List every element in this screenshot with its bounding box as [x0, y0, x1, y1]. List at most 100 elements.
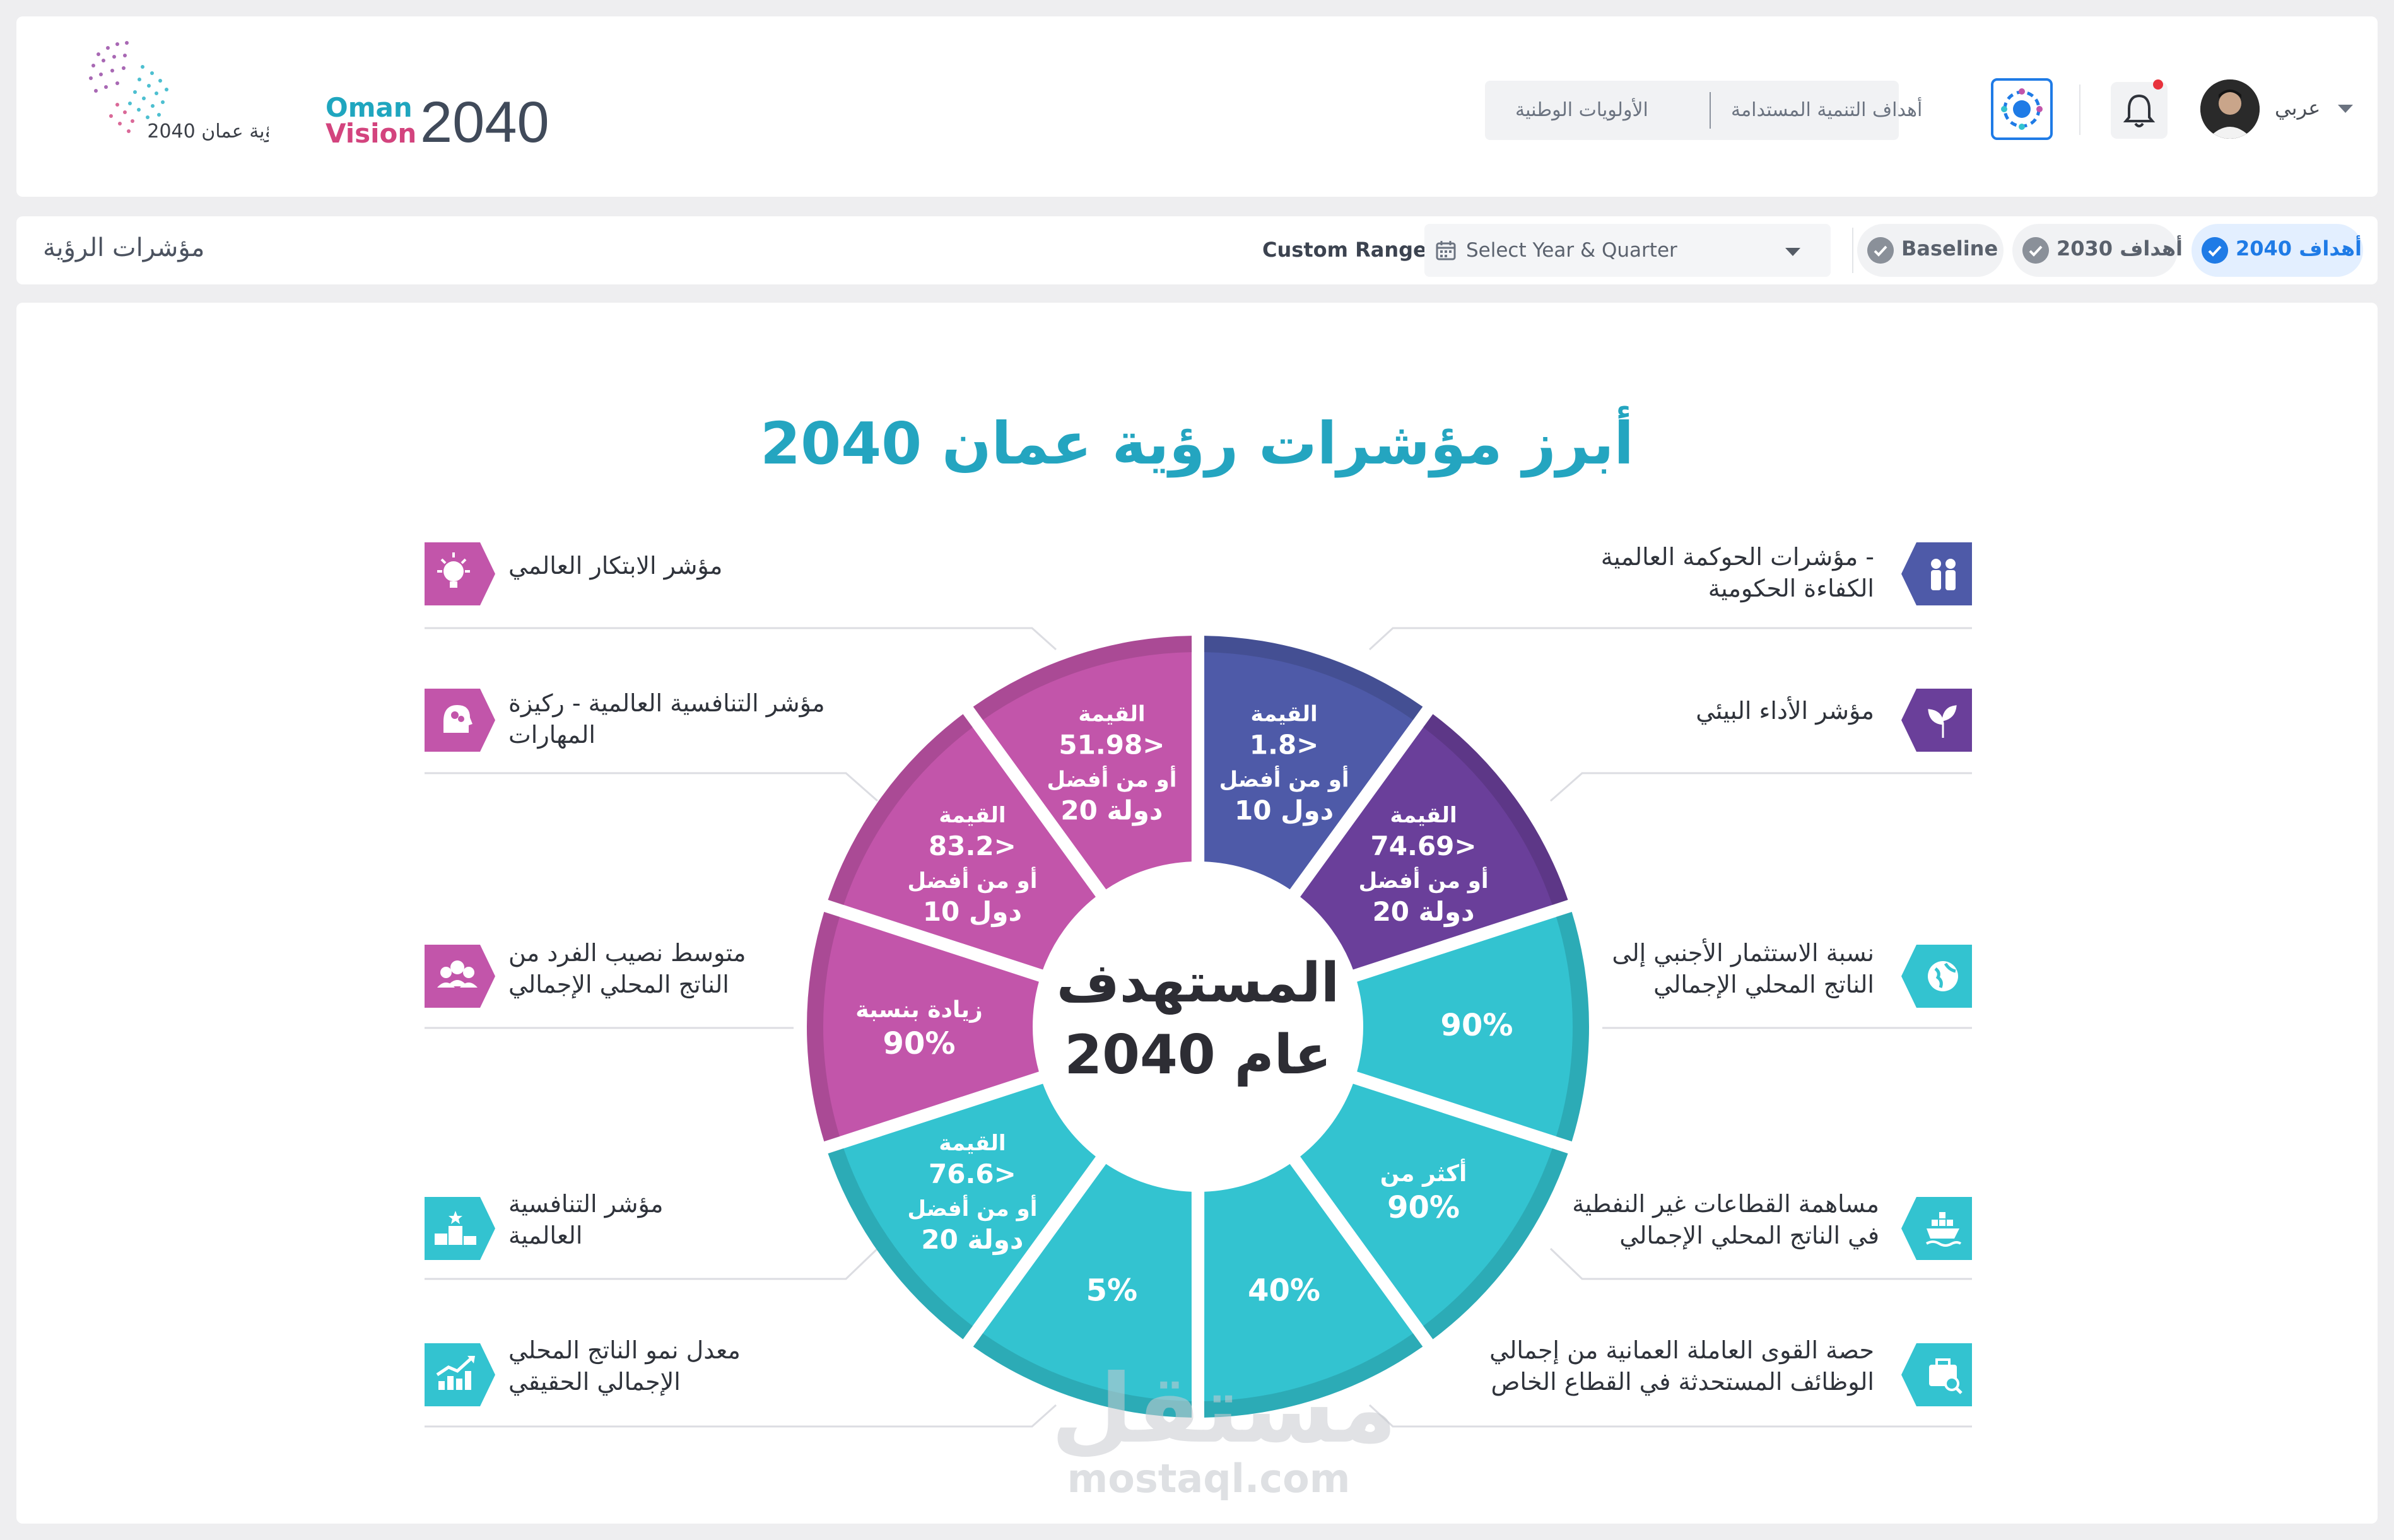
wheel-segment	[973, 1164, 1192, 1418]
briefcase-search-icon	[1901, 1343, 1972, 1406]
settings-button[interactable]	[1991, 78, 2053, 140]
top-header: رؤية عمان 2040 Oman Vision 2040 الأولويا…	[16, 16, 2378, 197]
indicator-environment-label: مؤشر الأداء البيئي	[1696, 697, 1874, 725]
bell-icon	[2123, 94, 2156, 127]
indicator-non-oil-label: مساهمة القطاعات غير النفطية في الناتج الم…	[1572, 1190, 1879, 1249]
wheel-segment-text: 90%	[1387, 1190, 1460, 1225]
wheel-segment-text: 20 دولة	[1060, 795, 1163, 827]
infographic-title: أبرز مؤشرات رؤية عمان 2040	[760, 410, 1634, 477]
pill-baseline[interactable]: Baseline	[1857, 224, 2004, 277]
nav-segment: الأولويات الوطنية أهداف التنمية المستدام…	[1485, 81, 1922, 140]
targets-wheel: القيمة 1.8> أو من أفضل 10 دول القيمة 74.69> أو…	[807, 636, 1589, 1418]
custom-range-label: Custom Range	[1262, 238, 1427, 262]
group-icon	[425, 945, 495, 1008]
indicator-skills-label: مؤشر التنافسية العالمية - ركيزة المهارات	[508, 689, 825, 749]
wheel-segment	[1357, 911, 1589, 1142]
leader-lines	[425, 627, 1972, 1428]
pill-targets-2040[interactable]: أهداف 2040	[2192, 224, 2363, 277]
check-circle-icon	[2022, 237, 2049, 264]
wheel-segment-text: القيمة	[939, 1131, 1006, 1156]
wheel-segment-text: 51.98>	[1059, 730, 1165, 761]
wheel-segment-text: 40%	[1248, 1273, 1320, 1308]
wheel-segment	[1300, 1083, 1568, 1339]
nav-divider	[1710, 92, 1711, 129]
wheel-segment-text: القيمة	[1250, 702, 1317, 727]
brain-head-icon	[425, 689, 495, 752]
indicator-governance-label: مؤشرات الحوكمة العالمية - الكفاءة الحكومي…	[1600, 543, 1874, 602]
target-icon	[2001, 88, 2043, 130]
wheel-segment-text: 90%	[883, 1026, 956, 1061]
center-line1: المستهدف	[1057, 952, 1339, 1015]
wheel-segment	[1204, 1164, 1423, 1418]
wheel-segment-rim	[973, 1333, 1192, 1418]
people-icon	[1901, 542, 1972, 605]
wheel-segment-text: 76.6>	[929, 1158, 1016, 1189]
indicator-innovation-label: مؤشر الابتكار العالمي	[508, 552, 723, 580]
wheel-segment-text: أكثر من	[1380, 1158, 1467, 1187]
lightbulb-icon	[425, 542, 495, 605]
wheel-segment-text: زيادة بنسبة	[855, 997, 982, 1023]
header-separator	[2079, 85, 2080, 135]
oman-vision-logo-icon[interactable]: رؤية عمان 2040	[61, 29, 269, 180]
chevron-down-icon[interactable]	[2338, 105, 2353, 113]
check-circle-icon	[1867, 237, 1894, 264]
wheel-segment-text: 5%	[1086, 1273, 1138, 1308]
brand-oman: Oman	[326, 92, 413, 123]
page-title: مؤشرات الرؤية	[43, 233, 205, 262]
year-quarter-select[interactable]: Select Year & Quarter	[1424, 224, 1831, 277]
user-photo-icon	[2200, 79, 2260, 139]
wheel-segment-text: 90%	[1441, 1008, 1513, 1043]
wheel-segment-rim	[807, 911, 840, 1142]
wheel-segment-text: القيمة	[1390, 803, 1457, 828]
filter-bar: مؤشرات الرؤية Custom Range Select Year &…	[16, 216, 2378, 284]
nav-national-priorities[interactable]: الأولويات الوطنية	[1515, 99, 1648, 121]
wheel-segment-text: 83.2>	[929, 831, 1016, 861]
wheel-segment-text: 20 دولة	[921, 1224, 1023, 1256]
pill-targets-2030[interactable]: أهداف 2030	[2012, 224, 2183, 277]
wheel-segment-text: القيمة	[939, 803, 1006, 828]
notifications-button[interactable]	[2111, 82, 2168, 139]
indicator-omani-workforce-label: حصة القوى العاملة العمانية من إجمالي الوظ…	[1489, 1336, 1874, 1396]
wheel-segment-text: أو من أفضل	[1047, 766, 1176, 793]
pill-targets-2040-label: أهداف 2040	[2236, 236, 2362, 260]
wheel-segment-text: القيمة	[1078, 702, 1145, 727]
pill-baseline-label: Baseline	[1901, 236, 1998, 260]
wheel-segment-rim	[1423, 1148, 1568, 1339]
wheel-segment-rim	[1423, 714, 1568, 906]
wheel-segment-text: 1.8>	[1250, 730, 1319, 761]
wheel-segment-rim	[828, 714, 973, 906]
language-selector[interactable]: عربي	[2275, 96, 2321, 120]
check-circle-icon	[2202, 237, 2228, 264]
wheel-segment	[828, 1083, 1096, 1339]
globe-icon	[1901, 945, 1972, 1008]
nav-sdg[interactable]: أهداف التنمية المستدامة	[1731, 99, 1923, 121]
leaf-icon	[1901, 689, 1972, 752]
chevron-down-icon	[1785, 248, 1800, 256]
wheel-segment	[1204, 636, 1423, 890]
avatar[interactable]	[2200, 79, 2260, 139]
select-placeholder: Select Year & Quarter	[1466, 239, 1677, 262]
brand-year: 2040	[420, 90, 549, 155]
ship-icon	[1901, 1197, 1972, 1260]
brand-vision: Vision	[326, 118, 417, 149]
podium-icon	[425, 1197, 495, 1260]
wheel-segment-text: 20 دولة	[1373, 896, 1475, 928]
wheel-segment-text: 74.69>	[1371, 831, 1477, 861]
wheel-segment-rim	[1204, 636, 1423, 720]
indicator-real-gdp-growth-label: معدل نمو الناتج المحلي الإجمالي الحقيقي	[508, 1336, 741, 1396]
wheel-segment-text: 10 دول	[1235, 795, 1334, 827]
indicator-competitiveness-label: مؤشر التنافسية العالمية	[508, 1190, 664, 1249]
wheel-segment-rim	[973, 636, 1192, 720]
wheel-segment-text: أو من أفضل	[907, 866, 1037, 894]
wheel-center	[1035, 864, 1361, 1189]
logo-text: رؤية عمان 2040	[147, 120, 269, 143]
watermark-ar: مستقل	[1051, 1355, 1397, 1464]
wheel-segment-rim	[1556, 911, 1589, 1142]
calendar-icon	[1436, 241, 1456, 260]
wheel-segment-rim	[828, 1148, 973, 1339]
vision-indicators-panel: أبرز مؤشرات رؤية عمان 2040 القيمة 1.8> أو …	[16, 303, 2378, 1524]
wheel-segment	[828, 714, 1096, 970]
center-line2: عام 2040	[1064, 1024, 1331, 1087]
growth-chart-icon	[425, 1343, 495, 1406]
filter-separator	[1852, 228, 1853, 273]
